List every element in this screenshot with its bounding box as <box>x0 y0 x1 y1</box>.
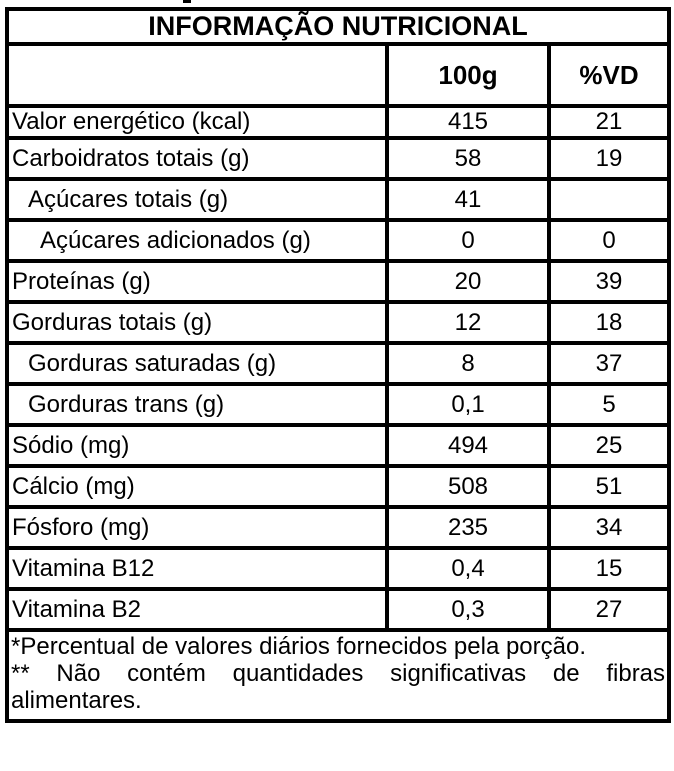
row-amount: 12 <box>385 300 551 345</box>
row-dv: 37 <box>546 341 672 386</box>
row-dv: 19 <box>546 136 672 181</box>
row-dv: 15 <box>546 546 672 591</box>
row-dv: 51 <box>546 464 672 509</box>
row-label: Gorduras totais (g) <box>5 300 389 345</box>
footnotes-cell: *Percentual de valores diários fornecido… <box>4 628 672 723</box>
row-label: Açúcares adicionados (g) <box>5 218 389 263</box>
row-amount: 494 <box>385 423 551 468</box>
table-row: Sódio (mg) 494 25 <box>5 423 672 468</box>
row-amount: 508 <box>385 464 551 509</box>
table-row: Carboidratos totais (g) 58 19 <box>5 136 672 181</box>
row-label: Proteínas (g) <box>5 259 389 304</box>
nutrition-facts-table: INFORMAÇÃO NUTRICIONAL 100g %VD Valor en… <box>4 7 672 723</box>
row-dv: 21 <box>546 104 672 140</box>
row-amount: 8 <box>385 341 551 386</box>
row-dv: 18 <box>546 300 672 345</box>
table-title: INFORMAÇÃO NUTRICIONAL <box>4 7 672 46</box>
row-dv: 5 <box>546 382 672 427</box>
row-amount: 20 <box>385 259 551 304</box>
table-row: Proteínas (g) 20 39 <box>5 259 672 304</box>
table-row: Valor energético (kcal) 415 21 <box>5 104 672 140</box>
row-dv: 34 <box>546 505 672 550</box>
row-amount: 415 <box>385 104 551 140</box>
title-row: INFORMAÇÃO NUTRICIONAL <box>4 7 672 46</box>
header-percent-dv: %VD <box>546 42 672 108</box>
row-label: Fósforo (mg) <box>5 505 389 550</box>
table-body: Valor energético (kcal) 415 21 Carboidratos… <box>5 104 672 632</box>
table-row: Fósforo (mg) 235 34 <box>5 505 672 550</box>
row-amount: 41 <box>385 177 551 222</box>
row-label: Açúcares totais (g) <box>5 177 389 222</box>
row-dv: 39 <box>546 259 672 304</box>
table-row: Cálcio (mg) 508 51 <box>5 464 672 509</box>
table-row: Açúcares adicionados (g) 0 0 <box>5 218 672 263</box>
row-amount: 0 <box>385 218 551 263</box>
row-label: Carboidratos totais (g) <box>5 136 389 181</box>
row-amount: 0,4 <box>385 546 551 591</box>
row-dv: 0 <box>546 218 672 263</box>
table-row: Vitamina B2 0,3 27 <box>5 587 672 632</box>
footnote-fibers: ** Não contém quantidades significativas… <box>11 660 666 714</box>
row-label: Valor energético (kcal) <box>5 104 389 140</box>
header-empty-cell <box>5 42 389 108</box>
table-row: Açúcares totais (g) 41 <box>5 177 672 222</box>
row-label: Cálcio (mg) <box>5 464 389 509</box>
column-header-row: 100g %VD <box>5 42 672 108</box>
row-label: Vitamina B12 <box>5 546 389 591</box>
footnote-row: *Percentual de valores diários fornecido… <box>4 628 672 723</box>
footnote-daily-values: *Percentual de valores diários fornecido… <box>11 633 587 660</box>
row-label: Vitamina B2 <box>5 587 389 632</box>
row-dv <box>546 177 672 222</box>
row-label: Sódio (mg) <box>5 423 389 468</box>
crop-artifact <box>183 0 191 3</box>
row-dv: 27 <box>546 587 672 632</box>
table-row: Gorduras trans (g) 0,1 5 <box>5 382 672 427</box>
table-row: Gorduras saturadas (g) 8 37 <box>5 341 672 386</box>
row-amount: 0,3 <box>385 587 551 632</box>
row-dv: 25 <box>546 423 672 468</box>
row-amount: 0,1 <box>385 382 551 427</box>
header-amount-100g: 100g <box>385 42 551 108</box>
table-row: Vitamina B12 0,4 15 <box>5 546 672 591</box>
row-label: Gorduras trans (g) <box>5 382 389 427</box>
row-amount: 235 <box>385 505 551 550</box>
row-amount: 58 <box>385 136 551 181</box>
table-row: Gorduras totais (g) 12 18 <box>5 300 672 345</box>
row-label: Gorduras saturadas (g) <box>5 341 389 386</box>
